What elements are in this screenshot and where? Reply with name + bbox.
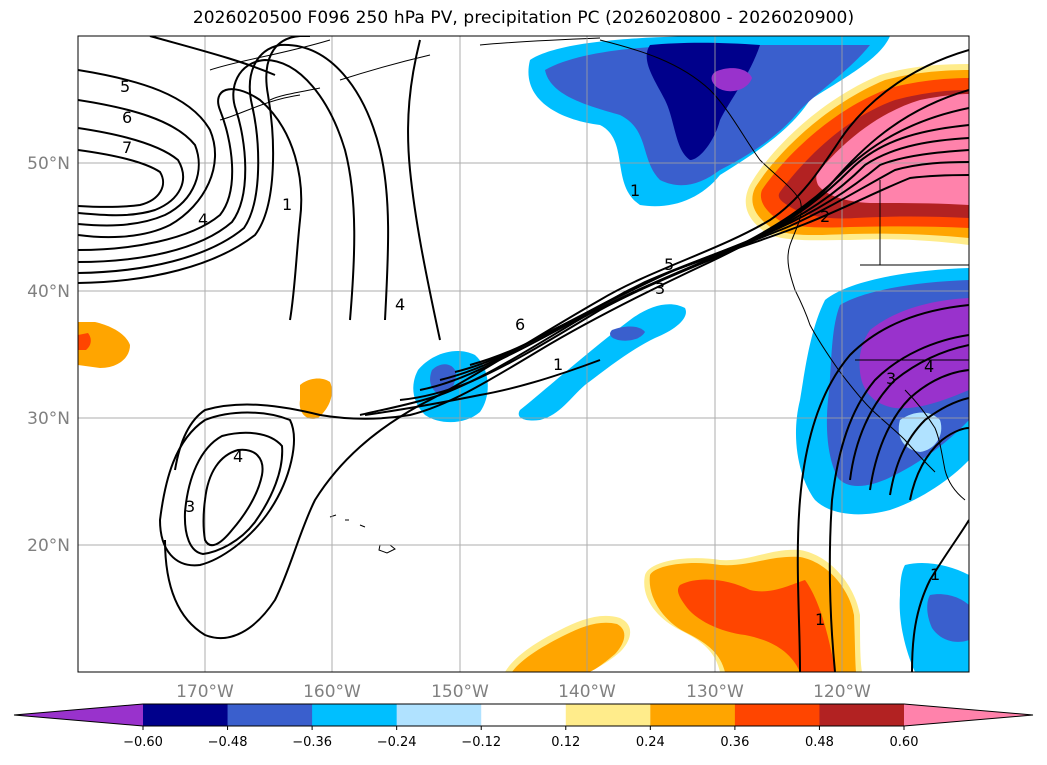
colorbar-tick-label: 0.36 xyxy=(720,735,749,750)
contour-label: 1 xyxy=(630,181,640,200)
contour-label: 1 xyxy=(815,610,825,629)
colorbar-tick-label: 0.60 xyxy=(890,735,919,750)
colorbar-segment xyxy=(481,704,567,726)
colorbar-segment xyxy=(650,704,736,726)
colorbar-segment xyxy=(734,704,820,726)
map-frame xyxy=(77,35,970,673)
lon-label: 120°W xyxy=(813,682,871,702)
colorbar-tick-label: −0.24 xyxy=(377,735,417,750)
precip-negative-baja xyxy=(795,268,969,515)
colorbar: −0.60 −0.48 −0.36 −0.24 −0.12 0.12 0.24 0.36 0.4… xyxy=(13,703,1034,750)
contour-label: 4 xyxy=(924,357,934,376)
lon-label: 130°W xyxy=(686,682,744,702)
colorbar-tick-label: 0.12 xyxy=(551,735,580,750)
colorbar-tick-label: −0.36 xyxy=(292,735,332,750)
colorbar-tick-label: 0.24 xyxy=(636,735,665,750)
coastlines xyxy=(209,37,969,554)
lat-label: 30°N xyxy=(27,409,70,429)
precip-negative-se xyxy=(899,563,969,672)
contour-label: 5 xyxy=(120,77,130,96)
lat-labels: 50°N 40°N 30°N 20°N xyxy=(27,154,70,556)
contour-label: 3 xyxy=(185,497,195,516)
colorbar-segment xyxy=(565,704,651,726)
colorbar-segment xyxy=(396,704,482,726)
colorbar-tick-label: −0.60 xyxy=(123,735,163,750)
contour-label: 6 xyxy=(515,315,525,334)
contour-label: 4 xyxy=(395,295,405,314)
contour-label: 1 xyxy=(282,195,292,214)
lon-label: 170°W xyxy=(176,682,234,702)
contour-label: 7 xyxy=(122,138,132,157)
colorbar-extend-low xyxy=(14,704,143,726)
colorbar-tick-label: −0.48 xyxy=(208,735,248,750)
pv-contours xyxy=(78,36,969,672)
precip-negative-alaska xyxy=(528,36,890,207)
contour-label: 2 xyxy=(820,207,830,226)
colorbar-segment xyxy=(312,704,398,726)
map-title: 2026020500 F096 250 hPa PV, precipitatio… xyxy=(192,8,855,28)
contour-label-group: 5 6 7 1 4 4 4 3 5 3 6 1 1 2 3 4 1 1 3 xyxy=(120,77,940,629)
colorbar-tick-label: 0.48 xyxy=(805,735,834,750)
contour-label: 1 xyxy=(553,355,563,374)
colorbar-extend-high xyxy=(904,704,1033,726)
precip-positive-subtropics xyxy=(78,322,862,672)
contour-label: 3 xyxy=(655,279,665,298)
map-plot-area: 5 6 7 1 4 4 4 3 5 3 6 1 1 2 3 4 1 1 3 xyxy=(78,36,969,672)
graticule xyxy=(78,36,969,672)
lat-label: 50°N xyxy=(27,154,70,174)
contour-label: 6 xyxy=(122,108,132,127)
contour-label: 4 xyxy=(198,210,208,229)
lat-label: 20°N xyxy=(27,536,70,556)
lon-label: 160°W xyxy=(303,682,361,702)
lon-label: 140°W xyxy=(558,682,616,702)
colorbar-segment xyxy=(227,704,313,726)
lon-label: 150°W xyxy=(431,682,489,702)
contour-label: 1 xyxy=(930,565,940,584)
contour-label: 5 xyxy=(664,255,674,274)
contour-label: 4 xyxy=(233,447,243,466)
lon-labels: 170°W 160°W 150°W 140°W 130°W 120°W xyxy=(176,682,871,702)
colorbar-segment xyxy=(819,704,905,726)
colorbar-tick-label: −0.12 xyxy=(461,735,501,750)
colorbar-segment xyxy=(143,704,229,726)
contour-label: 3 xyxy=(886,369,896,388)
lat-label: 40°N xyxy=(27,282,70,302)
